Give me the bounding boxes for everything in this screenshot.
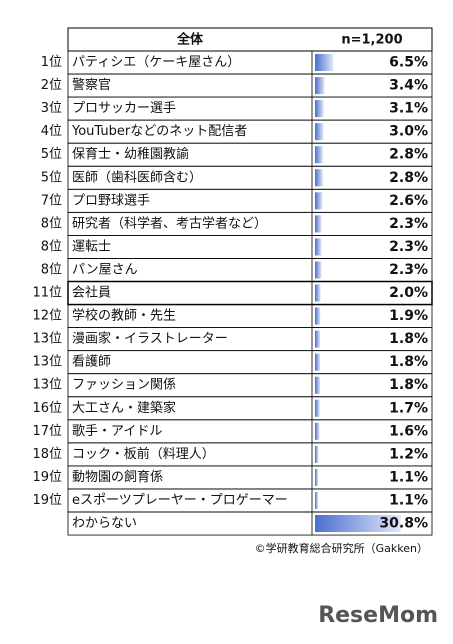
name: 保育士・幼稚園教諭 <box>72 146 189 162</box>
row <box>67 280 433 306</box>
name: 医師（歯科医師含む） <box>72 169 202 185</box>
bar <box>315 307 321 325</box>
value-label: 3.0% <box>389 124 428 140</box>
bar <box>315 77 325 95</box>
name: 大工さん・建築家 <box>72 400 176 416</box>
row <box>67 511 433 536</box>
rank: 18位 <box>32 447 62 462</box>
value-label: 1.8% <box>389 377 428 393</box>
rank: 3位 <box>41 101 62 116</box>
row <box>67 234 433 259</box>
name: プロ野球選手 <box>72 193 150 208</box>
rank: 7位 <box>41 193 62 208</box>
bar <box>315 399 320 417</box>
rank: 8位 <box>41 216 62 231</box>
value-label: 2.3% <box>389 239 428 255</box>
credit: ©学研教育総合研究所（Gakken） <box>255 541 428 555</box>
name: パティシエ（ケーキ屋さん） <box>72 55 240 70</box>
name: わからない <box>72 516 137 531</box>
value-label: 2.6% <box>389 193 428 209</box>
name: ファッション関係 <box>72 378 176 393</box>
bar <box>315 100 324 118</box>
rank: 8位 <box>41 262 62 277</box>
value-label: 1.2% <box>389 446 428 462</box>
bar <box>315 515 401 533</box>
bar <box>315 215 322 233</box>
rank: 11位 <box>32 286 62 301</box>
rank: 13位 <box>32 332 62 347</box>
name: プロサッカー選手 <box>72 101 176 116</box>
row <box>67 73 433 98</box>
value-label: 1.1% <box>389 492 428 508</box>
rank: 16位 <box>32 401 62 416</box>
bar <box>315 376 321 394</box>
name: 看護師 <box>72 354 111 370</box>
bar <box>315 169 323 187</box>
name: YouTuberなどのネット配信者 <box>71 124 247 139</box>
name: 学校の教師・先生 <box>72 308 176 324</box>
value-label: 1.8% <box>389 331 428 347</box>
name: 運転士 <box>72 239 111 254</box>
value-label: 1.1% <box>389 469 428 485</box>
header-n: n=1,200 <box>341 33 402 48</box>
rank: 13位 <box>32 355 62 370</box>
value-label: 2.8% <box>389 147 428 163</box>
name: 研究者（科学者、考古学者など） <box>72 215 267 231</box>
value-label: 30.8% <box>379 516 428 532</box>
rank: 12位 <box>32 309 62 324</box>
bar <box>315 54 334 72</box>
bar <box>315 491 319 509</box>
bar <box>315 192 323 210</box>
value-label: 2.0% <box>389 285 428 301</box>
value-label: 2.8% <box>389 170 428 186</box>
rank: 2位 <box>41 78 62 93</box>
name: 漫画家・イラストレーター <box>72 331 228 347</box>
bar <box>315 330 321 348</box>
rank: 5位 <box>41 147 62 162</box>
bar <box>315 261 322 279</box>
name: コック・板前（料理人） <box>72 446 215 462</box>
value-label: 1.7% <box>389 400 428 416</box>
bar <box>315 284 321 302</box>
name: 警察官 <box>72 77 111 93</box>
name: 会社員 <box>72 285 111 301</box>
rank: 17位 <box>32 424 62 439</box>
logo: ReseMom <box>318 603 438 628</box>
rank: 13位 <box>32 378 62 393</box>
bar <box>315 123 324 141</box>
header-title: 全体 <box>176 32 204 48</box>
bar <box>315 238 322 256</box>
bar <box>315 445 319 463</box>
value-label: 2.3% <box>389 216 428 232</box>
rank: 8位 <box>41 239 62 254</box>
rank: 19位 <box>32 470 62 485</box>
row <box>67 350 433 375</box>
name: 歌手・アイドル <box>72 424 162 439</box>
value-label: 1.8% <box>389 354 428 370</box>
rank: 4位 <box>41 124 62 139</box>
name: 動物園の飼育係 <box>72 469 163 485</box>
bar <box>315 422 320 440</box>
value-label: 1.6% <box>389 423 428 439</box>
value-label: 3.1% <box>389 101 428 117</box>
name: eスポーツプレーヤー・プロゲーマー <box>72 493 288 508</box>
bar <box>315 468 319 486</box>
value-label: 1.9% <box>389 308 428 324</box>
value-label: 3.4% <box>389 78 428 94</box>
rank: 5位 <box>41 170 62 185</box>
bar <box>315 353 321 371</box>
value-label: 2.3% <box>389 262 428 278</box>
rank: 1位 <box>41 55 62 70</box>
bar <box>315 146 323 164</box>
value-label: 6.5% <box>389 55 428 71</box>
name: パン屋さん <box>72 262 138 277</box>
rank: 19位 <box>32 493 62 508</box>
